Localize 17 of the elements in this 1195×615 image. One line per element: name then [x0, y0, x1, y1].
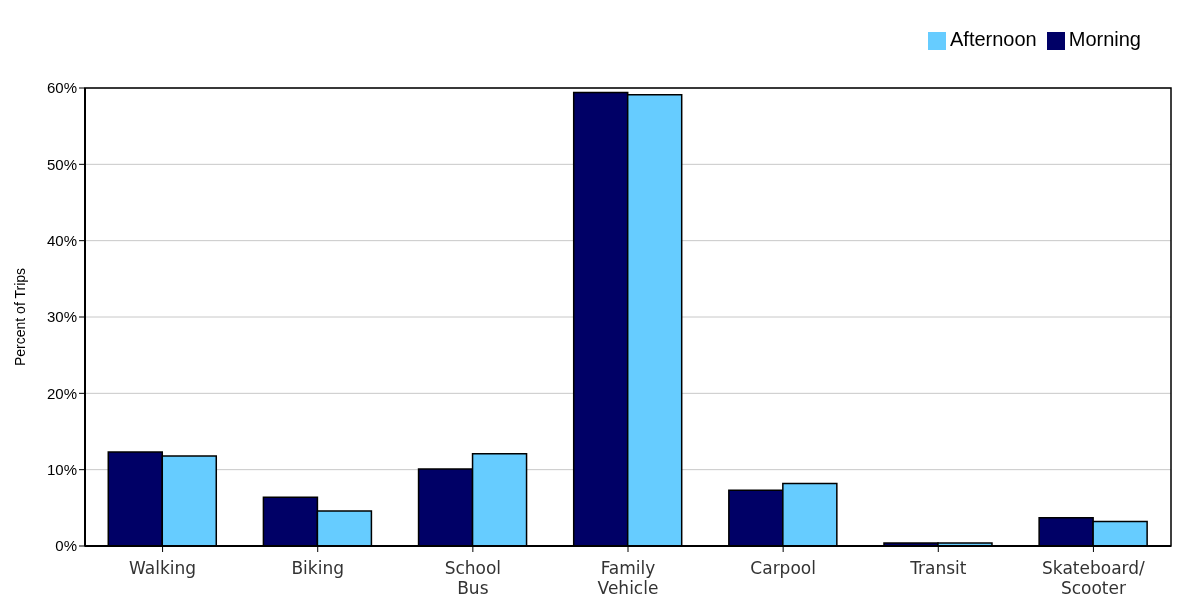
y-tick-label: 50%	[46, 155, 77, 173]
x-tick-label: Transit	[909, 558, 967, 578]
legend-label: Afternoon	[950, 28, 1037, 50]
y-tick-label: 60%	[46, 79, 77, 97]
y-tick-label: 20%	[46, 384, 77, 402]
x-tick-label: Walking	[129, 558, 197, 578]
y-tick-label: 0%	[55, 537, 77, 555]
legend-label: Morning	[1068, 28, 1141, 50]
y-tick-label: 10%	[46, 460, 77, 478]
y-tick-label: 40%	[46, 231, 77, 249]
x-tick-label: Carpool	[750, 558, 816, 578]
y-tick-label: 30%	[46, 308, 77, 326]
x-tick-label: Biking	[291, 558, 344, 578]
y-axis-title: Percent of Trips	[11, 267, 28, 367]
x-tick-label: School Bus	[444, 558, 502, 598]
x-tick-label: Skateboard/ Scooter	[1042, 558, 1146, 598]
x-tick-label: Family Vehicle	[597, 558, 659, 598]
